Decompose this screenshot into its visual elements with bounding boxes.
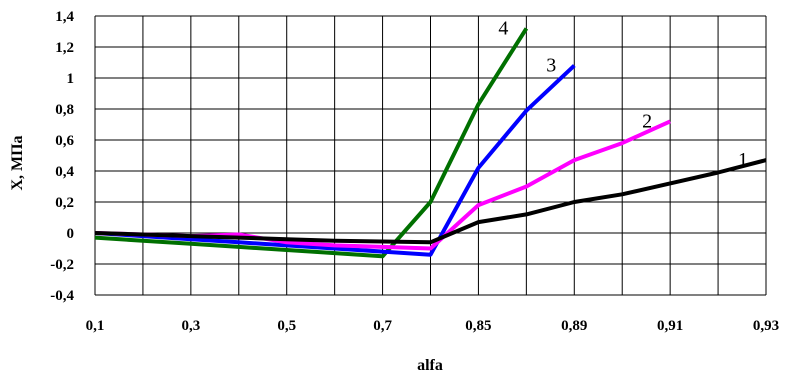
y-tick-label: 0: [67, 226, 75, 242]
series-4-label: 4: [498, 17, 508, 39]
y-tick-label: 1: [67, 71, 75, 87]
x-tick-label: 0,3: [181, 318, 200, 334]
series-1-label: 1: [738, 149, 748, 171]
y-tick-label: 0,6: [55, 133, 74, 149]
y-tick-label: 1,4: [55, 9, 74, 25]
x-axis-ticks: 0,1 0,3 0,5 0,7 0,85 0,89 0,91 0,93: [86, 318, 780, 334]
x-tick-label: 0,91: [657, 318, 683, 334]
series-labels: 1 2 3 4: [498, 17, 748, 171]
x-tick-label: 0,7: [373, 318, 392, 334]
x-tick-label: 0,85: [465, 318, 491, 334]
y-axis-ticks: -0,4 -0,2 0 0,2 0,4 0,6 0,8 1 1,2 1,4: [50, 9, 74, 304]
series-3-label: 3: [546, 55, 556, 77]
y-tick-label: -0,4: [50, 288, 74, 304]
y-tick-label: 0,8: [55, 102, 74, 118]
series-3-line: [94, 64, 576, 257]
chart-grid: [94, 15, 767, 296]
y-tick-label: -0,2: [50, 257, 74, 273]
x-tick-label: 0,1: [86, 318, 105, 334]
x-tick-label: 0,93: [753, 318, 779, 334]
y-tick-label: 1,2: [55, 40, 74, 56]
x-tick-label: 0,5: [277, 318, 296, 334]
series-1-line: [94, 158, 767, 245]
chart-series: [94, 27, 767, 259]
y-tick-label: 0,2: [55, 195, 74, 211]
y-axis-title: X, МПа: [9, 135, 26, 190]
x-axis-title: alfa: [417, 357, 443, 374]
y-tick-label: 0,4: [55, 164, 74, 180]
series-2-label: 2: [642, 110, 652, 132]
x-tick-label: 0,89: [561, 318, 587, 334]
series-4-line: [94, 27, 529, 259]
